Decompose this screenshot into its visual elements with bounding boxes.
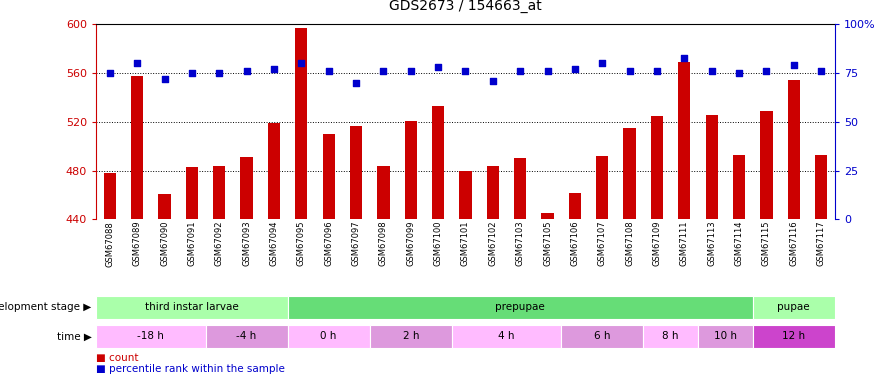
Bar bbox=[287, 296, 753, 320]
Bar bbox=[753, 296, 835, 320]
Point bbox=[376, 68, 391, 74]
Bar bbox=[350, 126, 362, 219]
Point bbox=[102, 70, 117, 76]
Bar bbox=[624, 128, 635, 219]
Point bbox=[321, 68, 336, 74]
Point bbox=[267, 66, 281, 72]
Text: 4 h: 4 h bbox=[498, 332, 514, 341]
Bar bbox=[541, 213, 554, 219]
Point bbox=[349, 80, 363, 86]
Point bbox=[185, 70, 199, 76]
Bar bbox=[706, 115, 718, 219]
Bar bbox=[459, 171, 472, 219]
Point bbox=[130, 60, 144, 66]
Text: 10 h: 10 h bbox=[714, 332, 737, 341]
Bar bbox=[452, 324, 562, 348]
Bar bbox=[788, 81, 800, 219]
Bar bbox=[432, 106, 444, 219]
Point bbox=[705, 68, 719, 74]
Bar bbox=[562, 324, 643, 348]
Point bbox=[540, 68, 554, 74]
Text: ■ count: ■ count bbox=[96, 352, 139, 363]
Bar bbox=[596, 156, 609, 219]
Bar bbox=[369, 324, 452, 348]
Bar bbox=[753, 324, 835, 348]
Point bbox=[568, 66, 582, 72]
Bar bbox=[732, 155, 745, 219]
Bar bbox=[651, 116, 663, 219]
Text: ■ percentile rank within the sample: ■ percentile rank within the sample bbox=[96, 364, 285, 374]
Point bbox=[814, 68, 829, 74]
Bar bbox=[514, 158, 526, 219]
Bar bbox=[760, 111, 773, 219]
Point bbox=[295, 60, 309, 66]
Text: 6 h: 6 h bbox=[594, 332, 611, 341]
Text: 8 h: 8 h bbox=[662, 332, 679, 341]
Point bbox=[158, 76, 172, 82]
Bar bbox=[295, 28, 307, 219]
Text: prepupae: prepupae bbox=[496, 303, 545, 312]
Bar bbox=[158, 194, 171, 219]
Bar bbox=[698, 324, 753, 348]
Bar bbox=[206, 324, 287, 348]
Bar bbox=[487, 166, 499, 219]
Point bbox=[622, 68, 636, 74]
Bar bbox=[186, 167, 198, 219]
Bar bbox=[643, 324, 698, 348]
Bar bbox=[377, 166, 390, 219]
Point bbox=[431, 64, 445, 70]
Text: -18 h: -18 h bbox=[137, 332, 165, 341]
Point bbox=[458, 68, 473, 74]
Bar bbox=[131, 76, 143, 219]
Point bbox=[650, 68, 664, 74]
Bar bbox=[322, 134, 335, 219]
Bar bbox=[815, 155, 828, 219]
Point bbox=[595, 60, 610, 66]
Point bbox=[239, 68, 254, 74]
Point bbox=[759, 68, 773, 74]
Point bbox=[486, 78, 500, 84]
Text: third instar larvae: third instar larvae bbox=[145, 303, 239, 312]
Point bbox=[513, 68, 527, 74]
Bar bbox=[96, 324, 206, 348]
Bar bbox=[213, 166, 225, 219]
Text: 12 h: 12 h bbox=[782, 332, 805, 341]
Bar bbox=[569, 193, 581, 219]
Bar bbox=[240, 157, 253, 219]
Point bbox=[404, 68, 418, 74]
Text: pupae: pupae bbox=[778, 303, 810, 312]
Text: -4 h: -4 h bbox=[237, 332, 256, 341]
Bar bbox=[405, 121, 417, 219]
Text: development stage ▶: development stage ▶ bbox=[0, 303, 92, 312]
Point bbox=[212, 70, 226, 76]
Text: 0 h: 0 h bbox=[320, 332, 336, 341]
Text: GDS2673 / 154663_at: GDS2673 / 154663_at bbox=[389, 0, 542, 13]
Point bbox=[677, 54, 692, 60]
Text: 2 h: 2 h bbox=[402, 332, 419, 341]
Bar bbox=[678, 62, 691, 219]
Point bbox=[732, 70, 746, 76]
Bar bbox=[103, 173, 116, 219]
Bar bbox=[268, 123, 280, 219]
Bar bbox=[96, 296, 287, 320]
Point bbox=[787, 62, 801, 68]
Bar bbox=[287, 324, 369, 348]
Text: time ▶: time ▶ bbox=[57, 332, 92, 341]
